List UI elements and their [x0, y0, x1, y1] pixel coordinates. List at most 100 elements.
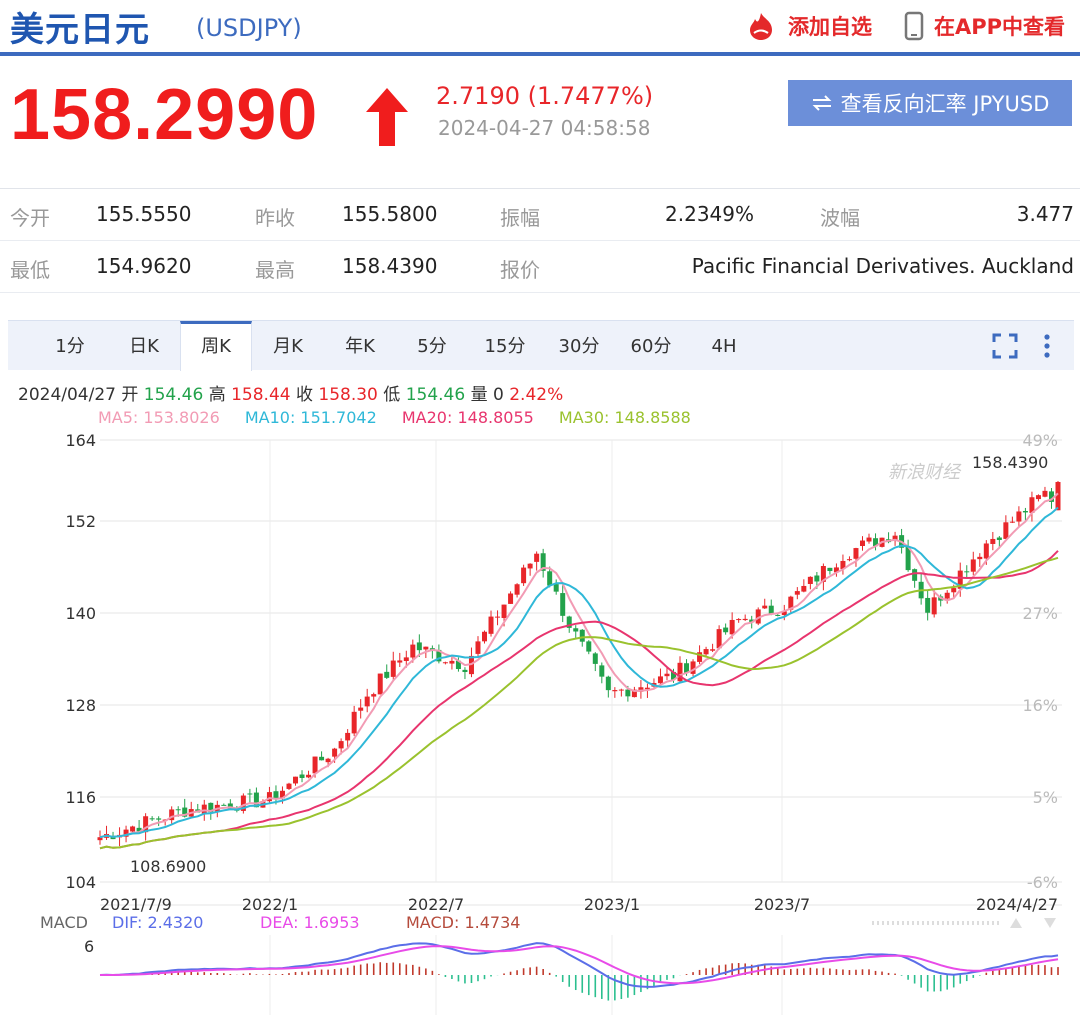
add-watchlist-button[interactable]: 添加自选 — [744, 8, 872, 44]
candle-body — [788, 596, 794, 610]
tab-15min[interactable]: 15分 — [484, 336, 526, 357]
candle-body — [853, 548, 859, 559]
more-options-icon[interactable] — [1040, 333, 1054, 359]
candle-body — [1035, 495, 1041, 500]
candle-body — [566, 616, 572, 628]
reverse-rate-button[interactable]: 查看反向汇率 JPYUSD — [788, 80, 1072, 126]
candle-body — [840, 560, 846, 570]
quote-source-label: 报价 — [500, 258, 540, 282]
candle-body — [1022, 510, 1028, 513]
add-watchlist-label: 添加自选 — [788, 15, 872, 39]
candle-body — [657, 676, 663, 684]
candle-body — [684, 663, 690, 673]
candle-body — [436, 649, 442, 662]
candle-body — [221, 804, 227, 806]
candle-body — [807, 576, 813, 584]
y-tick-label: 152 — [65, 512, 96, 531]
candle-body — [410, 644, 416, 658]
tab-1min[interactable]: 1分 — [55, 336, 85, 357]
ma10-legend: MA10: 151.7042 — [244, 408, 377, 427]
candle-body — [833, 567, 839, 573]
open-label: 今开 — [10, 206, 50, 230]
candle-body — [599, 665, 605, 677]
candle-body — [325, 758, 331, 763]
candle-body — [553, 584, 559, 592]
tab-4h[interactable]: 4H — [711, 336, 737, 357]
pct-tick-label: 49% — [1022, 431, 1058, 450]
scroll-up-icon[interactable] — [1010, 918, 1022, 928]
y-tick-label: 104 — [65, 873, 96, 892]
candle-body — [957, 570, 963, 589]
candle-body — [312, 756, 318, 774]
candle-body — [97, 837, 103, 841]
candle-body — [266, 792, 272, 802]
candle-body — [846, 559, 852, 561]
watermark-logo: 新浪财经 — [888, 462, 962, 483]
amplitude-value: 2.2349% — [665, 202, 754, 226]
candle-body — [560, 593, 566, 616]
open-in-app-button[interactable]: 在APP中查看 — [904, 8, 1065, 44]
candle-body — [905, 546, 911, 571]
fullscreen-icon[interactable] — [992, 333, 1018, 359]
x-tick-label: 2022/7 — [408, 895, 464, 914]
candle-body — [403, 657, 409, 662]
tab-yearly[interactable]: 年K — [345, 336, 375, 357]
candle-body — [279, 790, 285, 799]
candle-body — [794, 591, 800, 595]
candle-body — [371, 694, 377, 697]
candle-body — [1042, 490, 1048, 497]
y-tick-label: 116 — [65, 788, 96, 807]
tab-weekly[interactable]: 周K — [180, 321, 252, 371]
macd-y-tick: 6 — [84, 937, 94, 956]
page-header: 美元日元 (USDJPY) 添加自选 在APP中查看 — [0, 0, 1080, 56]
chart-nav-controls[interactable] — [872, 918, 1056, 928]
macd-dea-legend: DEA: 1.6953 — [260, 913, 360, 932]
min-price-label: 108.6900 — [130, 857, 206, 876]
bar-open: 154.46 — [143, 385, 204, 405]
pair-code: (USDJPY) — [196, 14, 302, 42]
candle-body — [143, 816, 149, 833]
candle-body — [1016, 511, 1022, 522]
candle-body — [605, 676, 611, 691]
candle-body — [397, 660, 403, 663]
x-tick-label: 2024/4/27 — [976, 895, 1058, 914]
phone-icon — [904, 11, 924, 41]
candle-body — [631, 689, 637, 698]
y-tick-label: 164 — [65, 431, 96, 450]
tab-monthly[interactable]: 月K — [273, 336, 303, 357]
candle-body — [299, 774, 305, 778]
candle-body — [677, 662, 683, 682]
candle-body — [612, 690, 618, 692]
bar-info: 2024/04/27 开 154.46 高 158.44 收 158.30 低 … — [18, 380, 563, 405]
bar-low-label: 低 — [383, 385, 401, 405]
stats-row-2: 最低 154.9620 最高 158.4390 报价 Pacific Finan… — [0, 241, 1080, 293]
scroll-down-icon[interactable] — [1044, 918, 1056, 928]
x-tick-label: 2022/1 — [242, 895, 298, 914]
y-axis-labels: 164 152 140 128 116 104 — [65, 431, 96, 892]
pct-tick-label: 5% — [1033, 788, 1058, 807]
candle-body — [293, 776, 299, 784]
candle-body — [455, 660, 461, 670]
ma10-line — [99, 506, 1059, 839]
tab-30min[interactable]: 30分 — [558, 336, 600, 357]
prev-close-label: 昨收 — [255, 206, 295, 230]
candle-body — [579, 629, 585, 642]
tab-daily[interactable]: 日K — [129, 336, 159, 357]
candle-body — [931, 597, 937, 615]
candle-body — [729, 619, 735, 635]
bar-high: 158.44 — [231, 385, 291, 405]
candle-body — [501, 604, 507, 619]
x-tick-label: 2021/7/9 — [100, 895, 172, 914]
ma20-line — [99, 550, 1059, 850]
tab-60min[interactable]: 60分 — [630, 336, 672, 357]
candle-body — [156, 818, 162, 820]
candle-body — [690, 661, 696, 674]
candle-body — [521, 567, 527, 584]
kline-chart[interactable]: 164 152 140 128 116 104 49% 27% 16% 5% -6% 新浪财经 1… — [0, 425, 1080, 1015]
candle-body — [449, 660, 455, 664]
candle-body — [462, 669, 468, 673]
pct-axis-labels: 49% 27% 16% 5% -6% — [1022, 431, 1058, 892]
period-tabs: 1分 日K 周K 月K 年K 5分 15分 30分 60分 4H — [8, 320, 1074, 371]
candle-body — [664, 673, 670, 677]
tab-5min[interactable]: 5分 — [417, 336, 447, 357]
